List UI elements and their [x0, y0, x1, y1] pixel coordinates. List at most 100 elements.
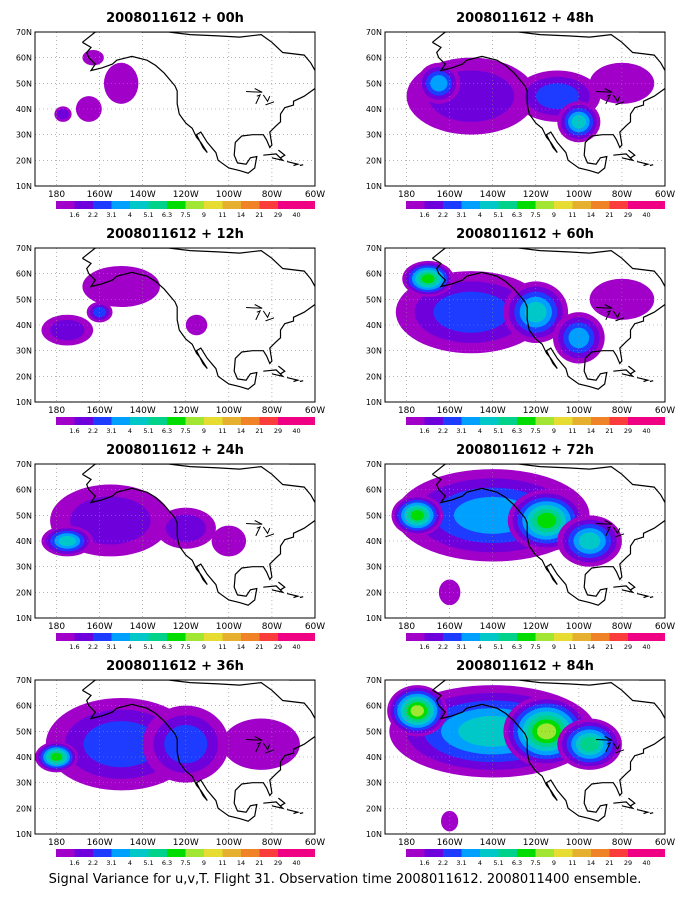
lat-tick-label: 60N: [366, 270, 382, 279]
lat-tick-label: 70N: [16, 28, 32, 37]
lat-tick-label: 50N: [366, 511, 382, 520]
coastline: [432, 464, 665, 606]
colorbar-label: 3.1: [106, 427, 116, 435]
colorbar-label: 21: [255, 643, 263, 651]
colorbar-label: 7.5: [530, 211, 540, 219]
colorbar: 1.6 2.2 3.1 4 5.1 6.3 7.5 9 11 14 21 29 40: [406, 849, 665, 867]
lat-tick-label: 20N: [366, 372, 382, 381]
colorbar-label: 6.3: [512, 211, 522, 219]
colorbar-label: 4: [478, 211, 482, 219]
colorbar-label: 21: [605, 859, 613, 867]
lat-tick-label: 60N: [366, 54, 382, 63]
colorbar-label: 14: [237, 427, 245, 435]
lat-tick-label: 70N: [16, 244, 32, 253]
lat-tick-label: 30N: [16, 347, 32, 356]
coastline: [432, 248, 665, 390]
colorbar-label: 4: [478, 427, 482, 435]
lon-tick-label: 180: [48, 190, 65, 200]
lon-tick-label: 180: [48, 622, 65, 632]
colorbar-label: 7.5: [180, 859, 190, 867]
lat-tick-label: 60N: [366, 702, 382, 711]
colorbar-label: 7.5: [530, 643, 540, 651]
colorbar-label: 3.1: [106, 211, 116, 219]
coastline: [432, 680, 665, 822]
lat-tick-label: 10N: [16, 830, 32, 839]
lat-tick-label: 30N: [16, 563, 32, 572]
lon-tick-label: 60W: [305, 406, 325, 416]
lat-tick-label: 10N: [366, 398, 382, 407]
lat-tick-label: 10N: [366, 614, 382, 623]
colorbar-label: 7.5: [180, 643, 190, 651]
colorbar-label: 4: [478, 859, 482, 867]
lat-tick-label: 10N: [16, 398, 32, 407]
colorbar-label: 21: [605, 211, 613, 219]
colorbar: 1.6 2.2 3.1 4 5.1 6.3 7.5 9 11 14 21 29 40: [406, 633, 665, 651]
colorbar-label: 5.1: [493, 211, 503, 219]
colorbar-label: 11: [568, 643, 576, 651]
lat-tick-label: 50N: [16, 295, 32, 304]
lon-tick-label: 180: [398, 190, 415, 200]
lon-tick-label: 160W: [87, 406, 113, 416]
lat-tick-label: 40N: [16, 105, 32, 114]
lon-tick-label: 60W: [305, 190, 325, 200]
lon-tick-label: 160W: [437, 406, 463, 416]
lat-tick-label: 50N: [16, 727, 32, 736]
colorbar-label: 6.3: [512, 859, 522, 867]
lon-tick-label: 140W: [130, 406, 156, 416]
lat-tick-label: 30N: [16, 779, 32, 788]
colorbar-label: 5.1: [493, 427, 503, 435]
colorbar-label: 3.1: [106, 643, 116, 651]
panel-title: 2008011612 + 84h: [456, 659, 594, 674]
colorbar-label: 29: [274, 211, 282, 219]
map-panel: 10N 20N 30N 40N 50N 60N 70N 180 160W 140W 120W 100W…: [366, 28, 675, 219]
colorbar-label: 21: [605, 643, 613, 651]
colorbar-label: 1.6: [69, 859, 79, 867]
colorbar-label: 29: [624, 643, 632, 651]
lat-tick-label: 70N: [16, 460, 32, 469]
variance-shading: [82, 265, 160, 308]
colorbar-label: 40: [642, 643, 650, 651]
lat-tick-label: 20N: [16, 588, 32, 597]
colorbar-label: 11: [568, 859, 576, 867]
colorbar-label: 2.2: [438, 643, 448, 651]
colorbar-label: 21: [255, 427, 263, 435]
colorbar-label: 9: [552, 859, 556, 867]
lon-tick-label: 100W: [216, 406, 242, 416]
lon-tick-label: 80W: [262, 622, 282, 632]
lon-tick-label: 60W: [655, 190, 675, 200]
map-panel: 10N 20N 30N 40N 50N 60N 70N 180 160W 140W 120W 100W…: [366, 676, 675, 867]
lat-tick-label: 60N: [16, 486, 32, 495]
lat-tick-label: 20N: [16, 804, 32, 813]
lon-tick-label: 160W: [437, 622, 463, 632]
lon-tick-label: 80W: [262, 838, 282, 848]
variance-shading: [421, 274, 435, 284]
colorbar: 1.6 2.2 3.1 4 5.1 6.3 7.5 9 11 14 21 29 40: [406, 201, 665, 219]
colorbar-label: 9: [202, 427, 206, 435]
lat-tick-label: 30N: [366, 563, 382, 572]
lat-tick-label: 40N: [366, 753, 382, 762]
colorbar-label: 1.6: [419, 643, 429, 651]
colorbar-label: 9: [202, 211, 206, 219]
colorbar: 1.6 2.2 3.1 4 5.1 6.3 7.5 9 11 14 21 29 40: [56, 633, 315, 651]
colorbar-label: 11: [218, 211, 226, 219]
lat-tick-label: 60N: [366, 486, 382, 495]
lat-tick-label: 70N: [366, 28, 382, 37]
panel-title: 2008011612 + 48h: [456, 11, 594, 26]
colorbar-label: 40: [292, 211, 300, 219]
lat-tick-label: 20N: [16, 156, 32, 165]
lat-tick-label: 60N: [16, 270, 32, 279]
lon-tick-label: 60W: [305, 838, 325, 848]
colorbar-label: 3.1: [456, 211, 466, 219]
variance-shading: [75, 96, 102, 122]
lon-tick-label: 60W: [655, 838, 675, 848]
lon-tick-label: 100W: [566, 190, 592, 200]
variance-shading: [568, 327, 590, 349]
colorbar-label: 9: [552, 643, 556, 651]
colorbar-label: 11: [218, 859, 226, 867]
lat-tick-label: 50N: [16, 511, 32, 520]
colorbar: 1.6 2.2 3.1 4 5.1 6.3 7.5 9 11 14 21 29 40: [56, 417, 315, 435]
lon-tick-label: 80W: [612, 838, 632, 848]
colorbar-label: 29: [624, 859, 632, 867]
